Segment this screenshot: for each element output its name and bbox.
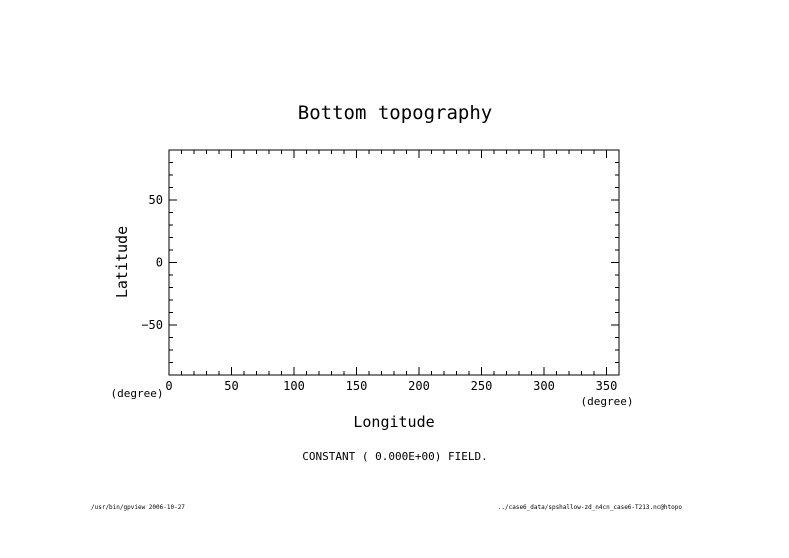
y-tick-label: 0 — [156, 256, 163, 270]
x-tick-labels: 0 50 100 150 200 250 300 350 — [165, 379, 617, 393]
y-tick-label: −50 — [141, 318, 163, 332]
plot-frame — [168, 149, 620, 376]
x-tick-label: 200 — [408, 379, 430, 393]
y-tick-labels: −50 0 50 — [141, 193, 163, 332]
chart-title: Bottom topography — [298, 102, 492, 124]
x-tick-label: 100 — [283, 379, 305, 393]
constant-field-note: CONSTANT ( 0.000E+00) FIELD. — [302, 450, 487, 463]
x-tick-label: 250 — [471, 379, 493, 393]
y-tick-label: 50 — [149, 193, 163, 207]
x-tick-label: 300 — [533, 379, 555, 393]
x-tick-label: 50 — [224, 379, 238, 393]
x-axis-unit: (degree) — [581, 395, 634, 408]
footer-program-date: /usr/bin/gpview 2006-10-27 — [91, 504, 185, 511]
x-tick-label: 350 — [596, 379, 618, 393]
y-axis-unit: (degree) — [111, 387, 164, 400]
axis-ticks — [168, 149, 620, 376]
y-axis-label: Latitude — [113, 226, 131, 298]
x-tick-label: 150 — [346, 379, 368, 393]
x-tick-label: 0 — [165, 379, 172, 393]
x-axis-label: Longitude — [353, 413, 434, 431]
footer-data-source: ../case6_data/spshallow-zd_n4cn_case6-T2… — [498, 504, 683, 511]
